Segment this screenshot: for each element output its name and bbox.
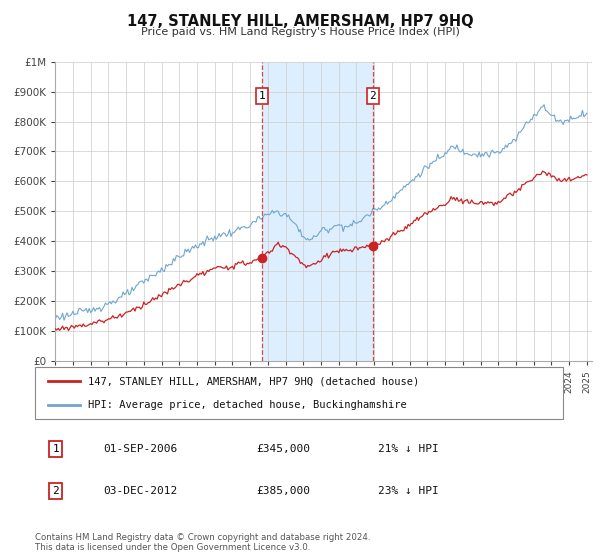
Text: Contains HM Land Registry data © Crown copyright and database right 2024.: Contains HM Land Registry data © Crown c… [35, 533, 370, 542]
Text: £345,000: £345,000 [257, 444, 311, 454]
Text: 1: 1 [53, 444, 59, 454]
Text: 1: 1 [259, 91, 265, 101]
FancyBboxPatch shape [35, 367, 563, 419]
Text: 147, STANLEY HILL, AMERSHAM, HP7 9HQ: 147, STANLEY HILL, AMERSHAM, HP7 9HQ [127, 14, 473, 29]
Text: 23% ↓ HPI: 23% ↓ HPI [378, 486, 439, 496]
Text: HPI: Average price, detached house, Buckinghamshire: HPI: Average price, detached house, Buck… [88, 400, 406, 410]
Text: 21% ↓ HPI: 21% ↓ HPI [378, 444, 439, 454]
Text: This data is licensed under the Open Government Licence v3.0.: This data is licensed under the Open Gov… [35, 543, 310, 552]
Bar [262, 62, 373, 361]
Text: 2: 2 [370, 91, 376, 101]
Text: 147, STANLEY HILL, AMERSHAM, HP7 9HQ (detached house): 147, STANLEY HILL, AMERSHAM, HP7 9HQ (de… [88, 376, 419, 386]
Text: Price paid vs. HM Land Registry's House Price Index (HPI): Price paid vs. HM Land Registry's House … [140, 27, 460, 37]
Text: £385,000: £385,000 [257, 486, 311, 496]
Text: 2: 2 [53, 486, 59, 496]
Text: 03-DEC-2012: 03-DEC-2012 [103, 486, 178, 496]
Text: 01-SEP-2006: 01-SEP-2006 [103, 444, 178, 454]
